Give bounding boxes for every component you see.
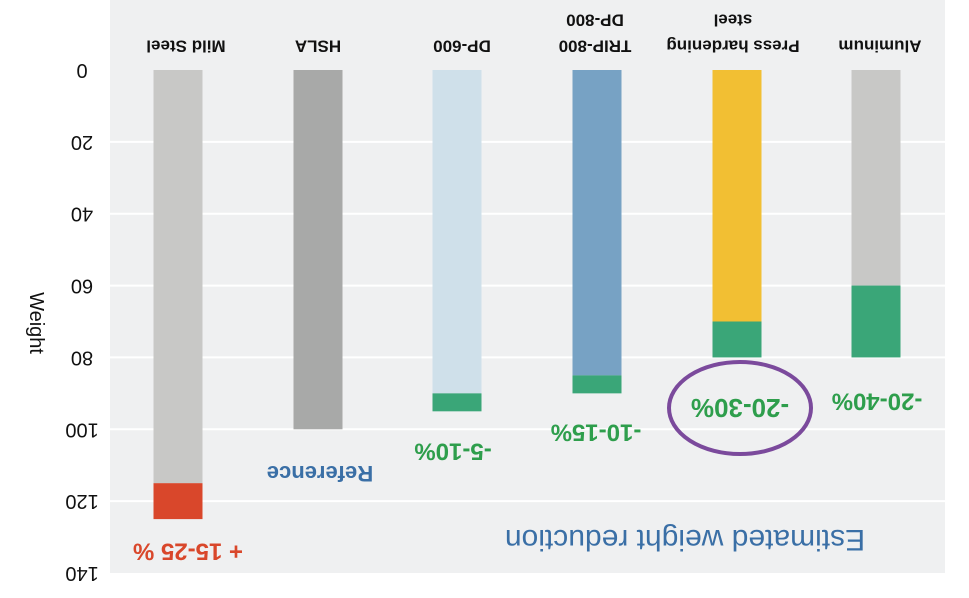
y-tick-label: 40 — [71, 203, 93, 225]
category-label: steel — [714, 11, 753, 30]
bar-annotation: -10-15% — [551, 419, 642, 446]
bar-change-segment — [712, 321, 762, 358]
category-labels: Mild Steel HSLA DP-600 DP-800 TRIP-800 steel P… — [146, 11, 921, 56]
category-label: Mild Steel — [146, 37, 225, 56]
bar-annotation: + 15-25 % — [133, 538, 243, 565]
bar-base — [572, 70, 622, 376]
category-label: Press hardening — [666, 37, 799, 56]
category-label: DP-800 — [566, 11, 624, 30]
bar-annotation: -20-30% — [691, 393, 789, 423]
category-label: Aluminum — [838, 37, 921, 56]
y-axis-label: Weight — [25, 292, 47, 354]
bar-change-segment — [851, 285, 901, 358]
bar-base — [432, 70, 482, 394]
y-tick-labels: 0 20 40 60 80 100 120 140 — [65, 59, 98, 584]
bar-base — [712, 70, 762, 322]
reference-label: Reference — [267, 461, 373, 486]
highlight-ellipse — [667, 360, 813, 456]
y-tick-label: 100 — [65, 418, 98, 440]
y-tick-label: 20 — [71, 131, 93, 153]
bar-annotation: -5-10% — [414, 438, 491, 465]
bars-group — [153, 70, 901, 520]
y-tick-label: 60 — [71, 275, 93, 297]
bar-change-segment — [572, 375, 622, 394]
gridlines — [110, 140, 945, 503]
bar-change-segment — [432, 393, 482, 412]
bar-annotation: -20-40% — [832, 388, 923, 415]
estimated-weight-reduction-label: Estimated weight reduction — [505, 523, 865, 556]
bar-base — [153, 70, 203, 484]
category-label: DP-600 — [433, 37, 491, 56]
bar-base — [293, 70, 343, 430]
category-label: TRIP-800 — [559, 37, 632, 56]
y-tick-label: 0 — [76, 59, 87, 81]
category-label: HSLA — [295, 37, 341, 56]
y-tick-label: 140 — [65, 562, 98, 584]
annotations: + 15-25 % -5-10% -10-15% -20-30% -20-40% — [133, 388, 922, 565]
y-tick-label: 120 — [65, 490, 98, 512]
bar-base — [851, 70, 901, 286]
bar-change-segment — [153, 483, 203, 520]
y-tick-label: 80 — [71, 346, 93, 368]
